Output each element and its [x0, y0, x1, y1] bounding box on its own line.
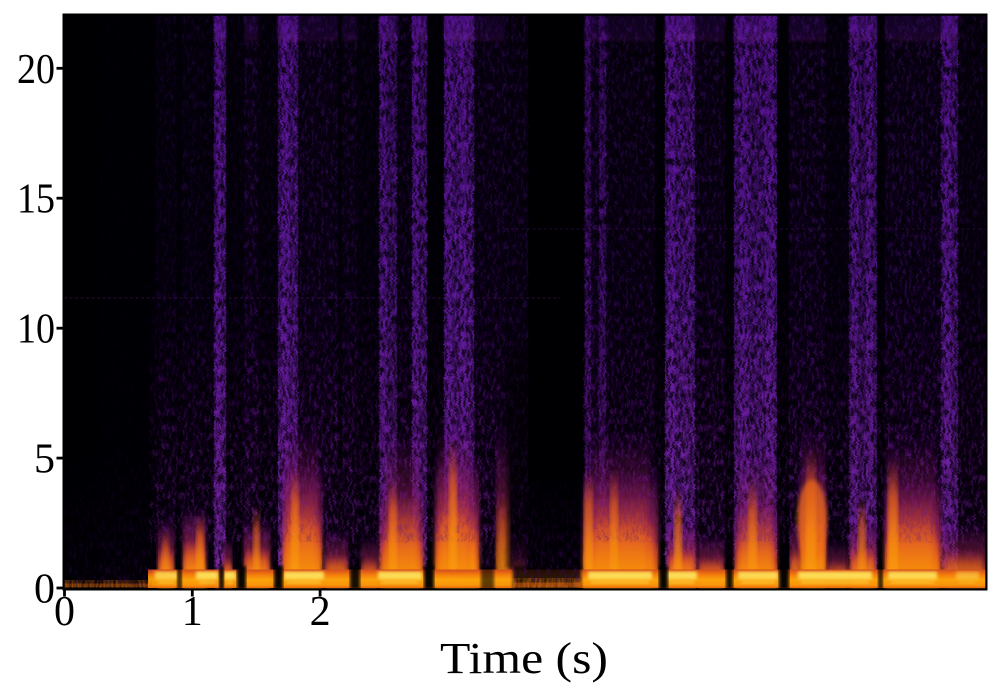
svg-text:Time (s): Time (s): [440, 634, 608, 683]
svg-text:15: 15: [17, 177, 55, 223]
svg-text:0: 0: [54, 589, 75, 635]
svg-text:20: 20: [17, 47, 55, 93]
svg-text:1: 1: [182, 589, 203, 635]
svg-text:2: 2: [310, 589, 331, 635]
svg-text:0: 0: [34, 567, 55, 613]
svg-text:10: 10: [17, 307, 55, 353]
svg-text:5: 5: [34, 437, 55, 483]
